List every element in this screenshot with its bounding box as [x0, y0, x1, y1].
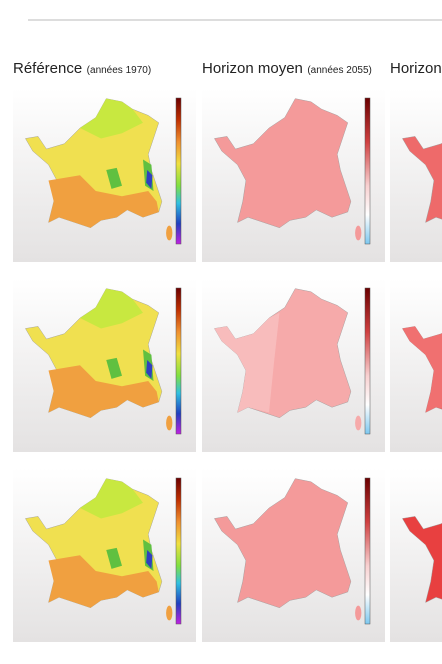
pale-zone	[402, 326, 442, 413]
warm-zone	[48, 555, 159, 608]
cold-zone	[146, 170, 153, 189]
colorbar	[175, 477, 182, 625]
map	[213, 288, 362, 431]
corsica	[355, 225, 362, 241]
map-panel	[13, 88, 196, 262]
cold-zone	[146, 360, 153, 379]
panels	[13, 88, 442, 642]
corsica	[166, 415, 173, 431]
colorbar	[364, 287, 371, 435]
map-panel	[13, 468, 196, 642]
corsica	[355, 415, 362, 431]
cold-zone	[146, 550, 153, 569]
map-panel	[13, 278, 196, 452]
warm-zone	[48, 175, 159, 228]
cool-zone	[106, 159, 154, 191]
map	[213, 98, 362, 241]
colorbar	[175, 97, 182, 245]
corsica	[355, 605, 362, 621]
map-panel	[202, 468, 385, 642]
corsica	[166, 605, 173, 621]
map	[401, 288, 442, 419]
pale-zone	[214, 312, 280, 413]
map-panel	[202, 88, 385, 262]
map-panel	[390, 88, 442, 262]
column-header: Référence (années 1970)	[13, 60, 151, 77]
map-panel	[390, 468, 442, 642]
cool-zone	[106, 539, 154, 571]
column-header: Horizon	[390, 60, 442, 77]
north-zone	[80, 98, 143, 139]
map	[213, 478, 362, 621]
map-panel	[202, 278, 385, 452]
map-panel	[390, 278, 442, 452]
map	[24, 478, 173, 621]
map	[24, 98, 173, 241]
north-zone	[80, 478, 143, 519]
north-zone	[80, 288, 143, 329]
column-header: Horizon moyen (années 2055)	[202, 60, 372, 77]
cool-zone	[106, 349, 154, 381]
corsica	[166, 225, 173, 241]
colorbar	[175, 287, 182, 435]
colorbar	[364, 477, 371, 625]
map	[24, 288, 173, 431]
warm-zone	[48, 365, 159, 418]
colorbar	[364, 97, 371, 245]
